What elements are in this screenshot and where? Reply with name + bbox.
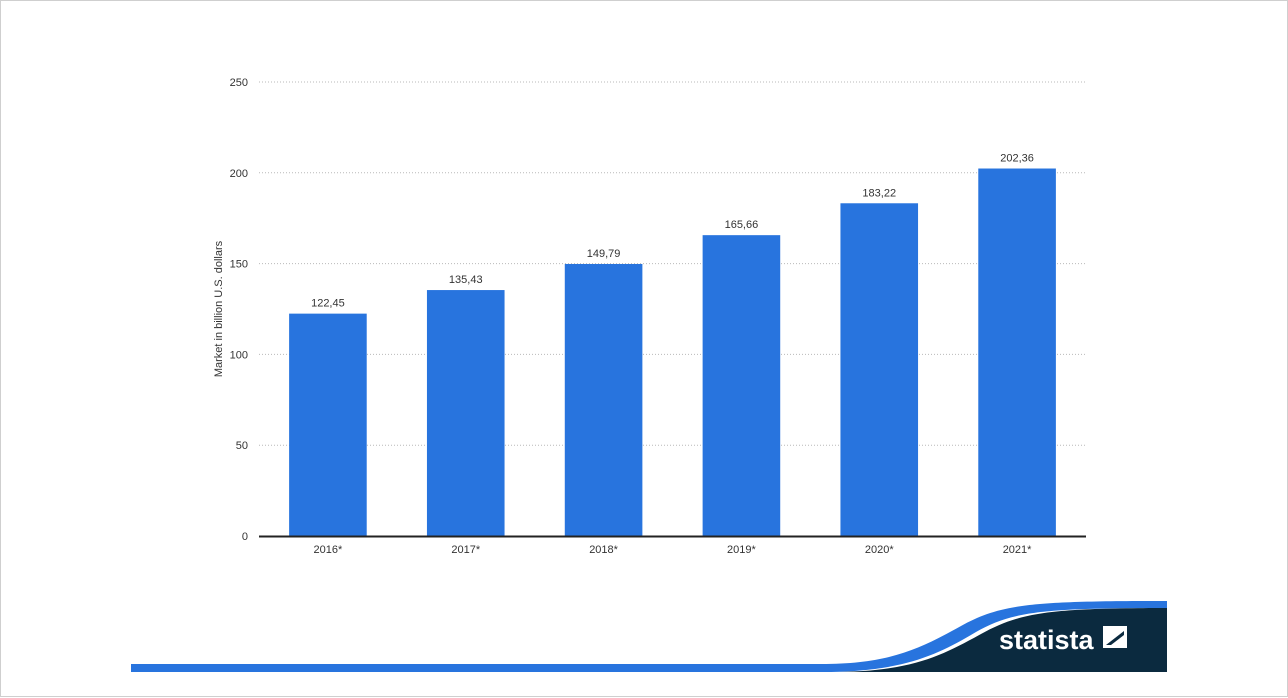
data-label: 149,79 bbox=[587, 248, 621, 260]
data-labels: 122,45 135,43 149,79 165,66 183,22 202,36 bbox=[311, 153, 1034, 310]
bar bbox=[978, 168, 1056, 537]
bars bbox=[289, 168, 1056, 537]
x-tick-label: 2017* bbox=[451, 544, 480, 556]
y-tick-label: 200 bbox=[230, 168, 248, 180]
y-axis-ticks: 0 50 100 150 200 250 bbox=[230, 77, 248, 543]
data-label: 122,45 bbox=[311, 298, 345, 310]
x-tick-label: 2016* bbox=[314, 544, 343, 556]
x-tick-label: 2019* bbox=[727, 544, 756, 556]
data-label: 183,22 bbox=[862, 187, 896, 199]
bar bbox=[289, 313, 367, 536]
statista-logo-icon bbox=[1103, 626, 1127, 648]
bar bbox=[564, 263, 643, 536]
y-tick-label: 50 bbox=[236, 440, 248, 452]
bar bbox=[840, 203, 919, 537]
footer-dark-panel bbox=[831, 608, 1167, 672]
x-tick-label: 2020* bbox=[865, 544, 894, 556]
footer-wave-accent bbox=[131, 601, 1167, 672]
x-tick-label: 2018* bbox=[589, 544, 618, 556]
x-tick-label: 2021* bbox=[1003, 544, 1032, 556]
bar bbox=[702, 235, 781, 536]
y-tick-label: 150 bbox=[230, 259, 248, 271]
y-tick-label: 250 bbox=[230, 77, 248, 89]
y-tick-label: 100 bbox=[230, 349, 248, 361]
data-label: 202,36 bbox=[1000, 153, 1034, 165]
x-axis-ticks: 2016* 2017* 2018* 2019* 2020* 2021* bbox=[314, 544, 1033, 556]
gridlines bbox=[259, 81, 1086, 446]
bar bbox=[426, 290, 505, 536]
y-tick-label: 0 bbox=[242, 531, 248, 543]
statista-logo-text: statista bbox=[999, 625, 1095, 655]
statista-footer: statista bbox=[131, 601, 1167, 672]
data-label: 165,66 bbox=[725, 219, 759, 231]
y-axis-label: Market in billion U.S. dollars bbox=[213, 240, 225, 377]
data-label: 135,43 bbox=[449, 274, 483, 286]
